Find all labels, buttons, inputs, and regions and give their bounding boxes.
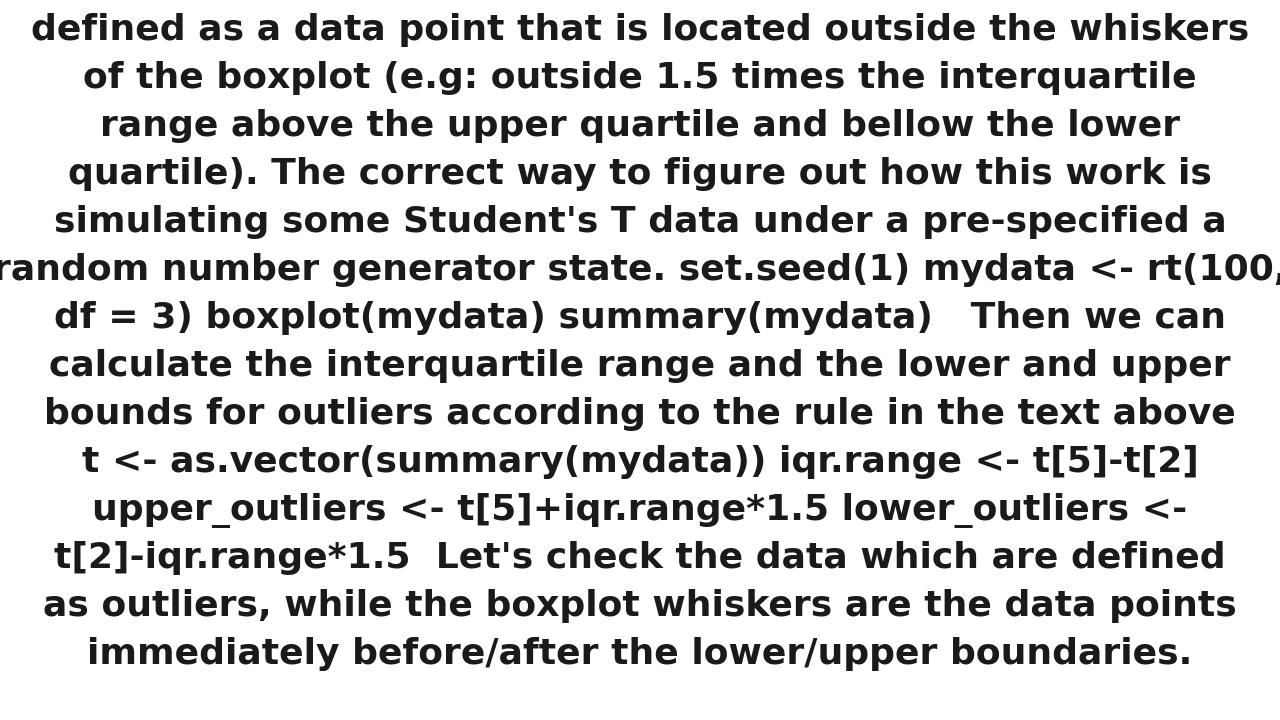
Text: bounds for outliers according to the rule in the text above: bounds for outliers according to the rul… bbox=[44, 397, 1236, 431]
Text: quartile). The correct way to figure out how this work is: quartile). The correct way to figure out… bbox=[68, 157, 1212, 191]
Text: immediately before/after the lower/upper boundaries.: immediately before/after the lower/upper… bbox=[87, 637, 1193, 671]
Text: of the boxplot (e.g: outside 1.5 times the interquartile: of the boxplot (e.g: outside 1.5 times t… bbox=[83, 61, 1197, 95]
Text: calculate the interquartile range and the lower and upper: calculate the interquartile range and th… bbox=[49, 349, 1231, 383]
Text: t[2]-iqr.range*1.5  Let's check the data which are defined: t[2]-iqr.range*1.5 Let's check the data … bbox=[54, 541, 1226, 575]
Text: df = 3) boxplot(mydata) summary(mydata)   Then we can: df = 3) boxplot(mydata) summary(mydata) … bbox=[54, 301, 1226, 335]
Text: simulating some Student's T data under a pre-specified a: simulating some Student's T data under a… bbox=[54, 205, 1226, 239]
Text: as outliers, while the boxplot whiskers are the data points: as outliers, while the boxplot whiskers … bbox=[44, 589, 1236, 623]
Text: range above the upper quartile and bellow the lower: range above the upper quartile and bello… bbox=[100, 109, 1180, 143]
Text: upper_outliers <- t[5]+iqr.range*1.5 lower_outliers <-: upper_outliers <- t[5]+iqr.range*1.5 low… bbox=[92, 492, 1188, 528]
Text: defined as a data point that is located outside the whiskers: defined as a data point that is located … bbox=[31, 13, 1249, 47]
Text: t <- as.vector(summary(mydata)) iqr.range <- t[5]-t[2]: t <- as.vector(summary(mydata)) iqr.rang… bbox=[82, 445, 1198, 479]
Text: random number generator state. set.seed(1) mydata <- rt(100,: random number generator state. set.seed(… bbox=[0, 253, 1280, 287]
